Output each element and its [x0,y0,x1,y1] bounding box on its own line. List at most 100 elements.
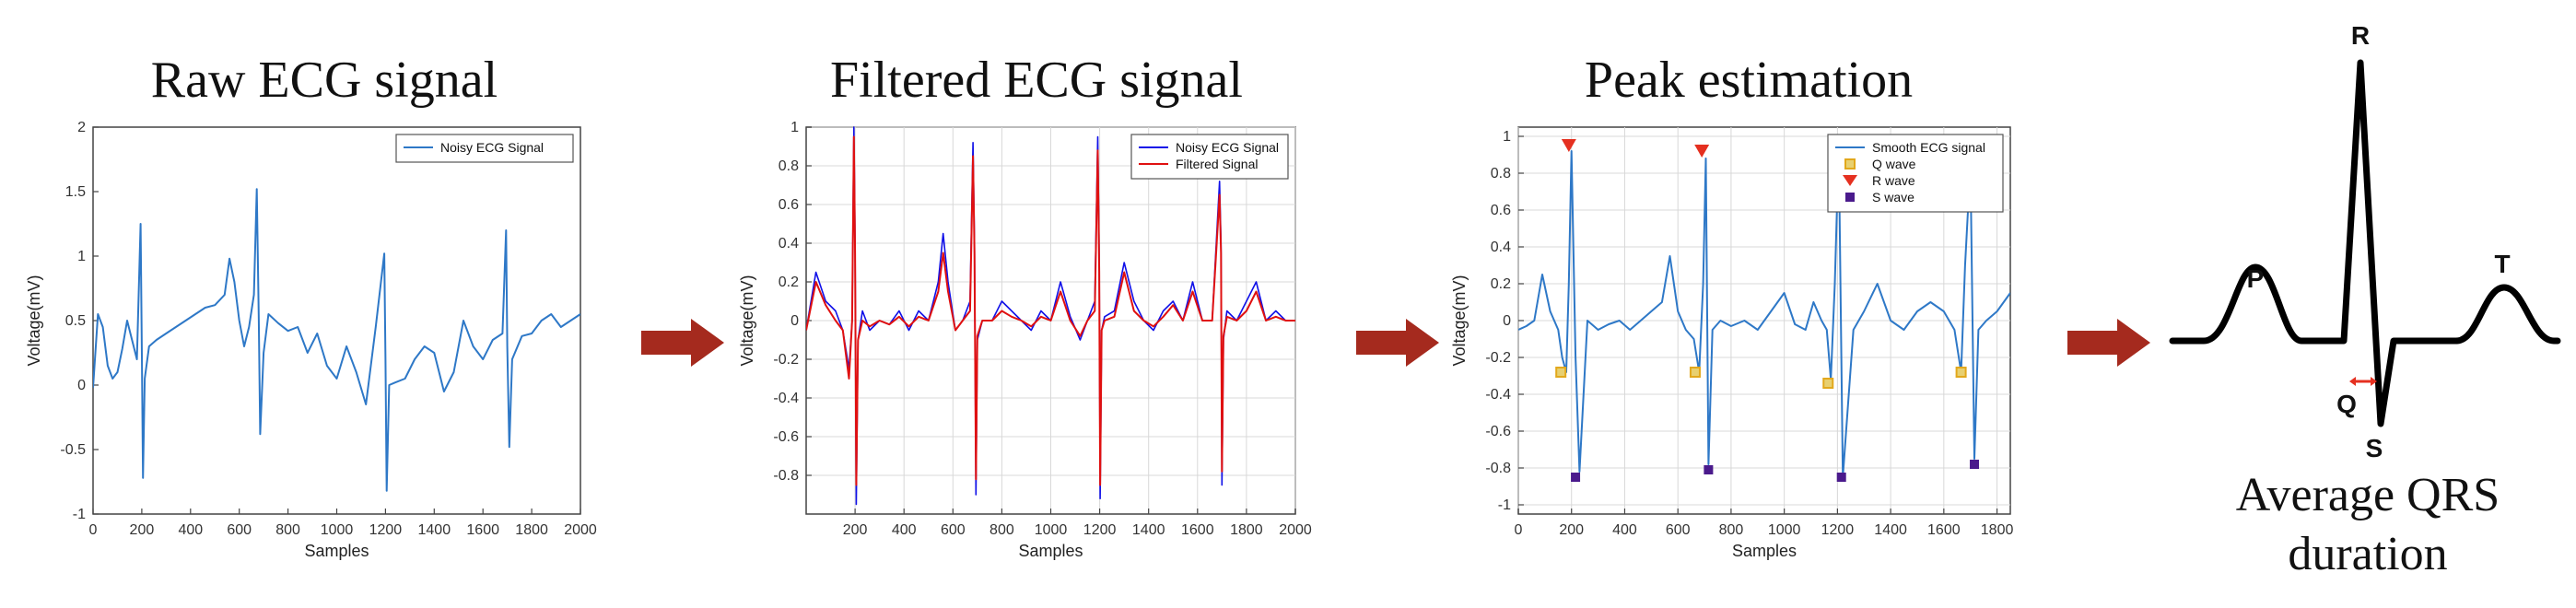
x-tick-label: 800 [1719,522,1744,538]
x-tick-label: 1200 [369,522,403,538]
x-tick-label: 1400 [418,522,451,538]
q-wave-marker [1689,367,1701,378]
y-tick-label: -1 [1498,497,1511,513]
arrow-icon [1356,319,1439,367]
y-tick-label: -0.8 [773,468,799,484]
filtered-panel-title: Filtered ECG signal [830,52,1243,109]
q-wave-label: Q [2336,390,2357,418]
x-tick-label: 1800 [1981,522,2014,538]
y-tick-label: 0.2 [1491,276,1511,292]
arrow-icon [641,319,724,367]
x-tick-label: 1000 [321,522,354,538]
series-line-1 [806,135,1295,486]
p-wave-label: P [2247,264,2265,293]
peak-estimation-chart: 0 200 400 600 800 1000 1200 1400 1600 1800 -1 -0.8 -… [1450,126,2014,560]
x-tick-label: 1200 [1083,522,1117,538]
legend-label: Filtered Signal [1176,157,1259,171]
x-tick-label: 1200 [1821,522,1855,538]
y-axis-label: Voltage(mV) [25,275,43,366]
x-tick-label: 400 [1612,522,1637,538]
y-tick-label: 0.6 [1491,203,1511,218]
x-axis-label: Samples [304,542,369,560]
series-line-0 [1518,145,2010,478]
plot-area [92,126,581,515]
x-tick-label: 1000 [1768,522,1801,538]
t-wave-label: T [2494,250,2510,278]
ecg-waveform-diagram: R P T Q S Average QRS duration [2169,21,2561,580]
x-tick-label: 1600 [1927,522,1961,538]
y-tick-label: -0.5 [60,442,86,458]
y-tick-label: -0.2 [773,352,799,368]
y-tick-label: 0.8 [1491,166,1511,181]
y-axis-label: Voltage(mV) [1450,275,1469,366]
y-tick-label: -1 [73,507,86,522]
y-tick-label: 1 [790,120,799,135]
q-wave-marker [1555,367,1567,378]
x-tick-label: 400 [178,522,203,538]
legend-label: Noisy ECG Signal [440,140,544,155]
x-tick-label: 800 [989,522,1014,538]
y-tick-label: 2 [77,120,86,135]
q-wave-marker [1822,378,1834,389]
y-tick-label: 1.5 [65,184,86,200]
pqrst-waveform-line [2169,59,2561,427]
x-tick-label: 1400 [1132,522,1165,538]
y-tick-label: 0.4 [1491,240,1511,255]
x-tick-label: 1400 [1874,522,1907,538]
peak-panel-title: Peak estimation [1585,52,1913,109]
y-tick-label: -0.2 [1485,350,1511,366]
x-tick-label: 200 [1559,522,1584,538]
q-wave-marker [1955,367,1967,378]
arrow-icon [2067,319,2150,367]
x-tick-label: 0 [89,522,98,538]
y-tick-label: 1 [77,249,86,264]
s-wave-marker [1970,460,1980,469]
legend-label: Q wave [1872,157,1916,171]
filtered-ecg-chart: 200 400 600 800 1000 1200 1400 1600 1800 2000 -0.8… [738,120,1312,560]
y-tick-label: 0.6 [779,197,799,213]
y-tick-label: 0.8 [779,158,799,174]
x-tick-label: 1800 [1230,522,1263,538]
r-wave-marker [1694,145,1710,158]
y-tick-label: 0.4 [779,236,799,251]
x-tick-label: 1600 [1181,522,1214,538]
s-wave-label: S [2366,434,2383,462]
x-tick-label: 800 [275,522,300,538]
legend-swatch [1844,158,1856,170]
legend-box [1130,134,1289,180]
y-tick-label: 0 [77,378,86,393]
y-tick-label: 0 [1503,313,1511,329]
x-tick-label: 1000 [1035,522,1068,538]
y-tick-label: -0.4 [1485,387,1511,403]
x-tick-label: 2000 [564,522,597,538]
x-axis-label: Samples [1732,542,1797,560]
s-wave-marker [1836,473,1846,482]
legend-label: Noisy ECG Signal [1176,140,1279,155]
s-wave-marker [1571,473,1581,482]
series-line-0 [93,188,580,492]
y-tick-label: 0.2 [779,275,799,290]
legend-label: R wave [1872,173,1915,188]
s-wave-marker [1704,465,1714,474]
y-axis-label: Voltage(mV) [738,275,756,366]
qrs-arrowhead-icon [2349,377,2377,386]
diagram-title-line1: Average QRS [2236,469,2500,521]
x-tick-label: 600 [227,522,252,538]
x-tick-label: 600 [1666,522,1691,538]
y-tick-label: -0.6 [773,429,799,445]
diagram-title-line2: duration [2288,528,2447,580]
legend-label: S wave [1872,190,1914,205]
y-tick-label: -0.6 [1485,424,1511,439]
y-tick-label: -0.4 [773,391,799,406]
legend-label: Smooth ECG signal [1872,140,1985,155]
raw-ecg-chart: 0 200 400 600 800 1000 1200 1400 1600 1800 2000 -1 -… [25,120,597,560]
x-axis-label: Samples [1018,542,1083,560]
x-tick-label: 1800 [515,522,548,538]
r-wave-label: R [2351,21,2370,50]
x-tick-label: 0 [1515,522,1523,538]
legend-swatch [1845,193,1855,202]
y-tick-label: 1 [1503,129,1511,145]
y-tick-label: -0.8 [1485,461,1511,476]
legend-swatch [1843,175,1857,186]
x-tick-label: 200 [130,522,155,538]
